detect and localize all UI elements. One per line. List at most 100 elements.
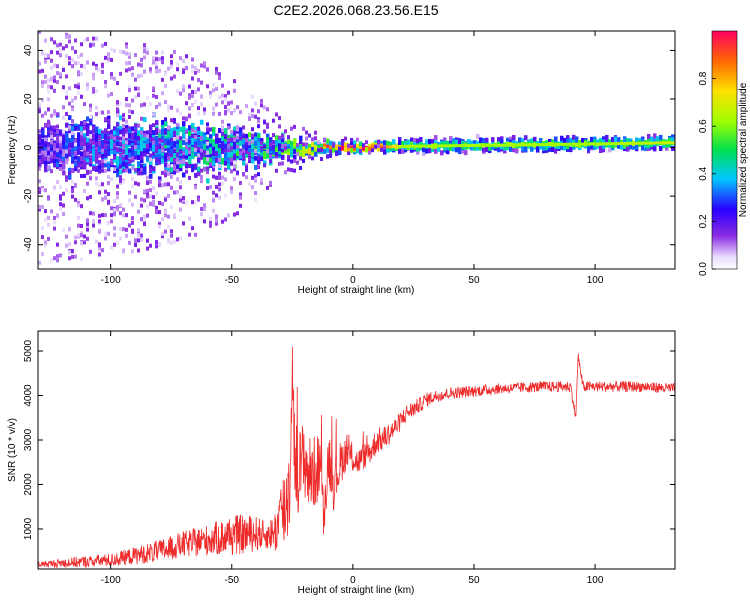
spectrogram-cell [155, 205, 158, 210]
spectrogram-cell [101, 148, 104, 153]
spectrogram-cell [140, 63, 143, 68]
spectrogram-cell [164, 166, 168, 172]
spectrogram-cell [593, 144, 597, 150]
spectrogram-cell [272, 149, 276, 155]
spectrogram-cell [152, 86, 155, 91]
spectrogram-cell [146, 156, 150, 162]
spectrogram-cell [278, 135, 281, 140]
spectrogram-cell [212, 174, 215, 179]
spectrogram-cell [86, 123, 90, 129]
spectrogram-cell [305, 130, 308, 135]
spectrogram-cell [194, 89, 197, 94]
spectrogram-cell [308, 154, 311, 159]
spectrogram-cell [164, 143, 168, 149]
spectrogram-cell [329, 140, 333, 146]
spectrogram-cell [86, 157, 90, 163]
spectrogram-cell [80, 42, 83, 47]
spectrogram-cell [209, 185, 212, 190]
spectrogram-cell [326, 138, 330, 144]
spectrogram-cell [128, 223, 131, 228]
spectrogram-cell [197, 87, 200, 92]
spectrogram-cell [299, 144, 303, 150]
spectrogram-cell [365, 140, 368, 145]
spectrogram-cell [50, 258, 53, 263]
spectrogram-cell [593, 136, 597, 142]
spectrogram-cell [260, 145, 263, 150]
spectrogram-cell [104, 236, 107, 241]
spectrogram-cell [101, 142, 105, 148]
spectrogram-cell [56, 258, 59, 263]
spectrogram-cell [329, 153, 332, 158]
spectrogram-cell [239, 110, 242, 115]
spectrogram-cell [182, 133, 186, 139]
spectrogram-cell [131, 132, 135, 138]
spectrogram-cell [191, 94, 194, 99]
spectrogram-cell [221, 148, 225, 154]
spectrogram-cell [161, 217, 164, 222]
spectrogram-cell [173, 158, 176, 163]
spectrogram-cell [137, 238, 140, 243]
spectrogram-cell [263, 129, 266, 134]
spectrogram-cell [188, 113, 191, 118]
spectrogram-cell [362, 143, 365, 148]
spectrogram-cell [233, 177, 236, 182]
spectrogram-cell [71, 168, 75, 174]
spectrogram-cell [77, 233, 80, 238]
spectrogram-cell [665, 141, 669, 145]
spectrogram-cell [260, 180, 263, 185]
spectrogram-cell [188, 106, 191, 111]
spectrogram-cell [44, 122, 48, 128]
spectrogram-cell [314, 136, 317, 141]
spectrogram-cell [605, 142, 609, 146]
spectrogram-cell [113, 130, 117, 136]
spectrogram-cell [116, 204, 119, 209]
spectrogram-cell [392, 145, 396, 149]
spectrogram-cell [149, 173, 153, 179]
spectrogram-cell [128, 198, 131, 203]
spectrogram-cell [620, 143, 624, 149]
spectrogram-cell [44, 188, 47, 193]
spectrogram-cell [152, 148, 156, 154]
spectrogram-cell [188, 164, 191, 169]
spectrogram-cell [242, 139, 246, 145]
spectrogram-cell [71, 46, 74, 51]
spectrogram-cell [158, 176, 162, 182]
spectrogram-cell [176, 190, 179, 195]
spectrogram-cell [98, 145, 102, 151]
spectrogram-cell [293, 148, 297, 154]
spectrogram-cell [449, 144, 453, 148]
spectrogram-cell [164, 117, 167, 122]
spectrogram-cell [140, 145, 144, 151]
spectrogram-cell [470, 140, 474, 146]
spectrogram-cell [71, 137, 75, 143]
spectrogram-cell [578, 142, 582, 146]
spectrogram-cell [224, 167, 227, 172]
spectrogram-cell [125, 233, 128, 238]
spectrogram-cell [230, 161, 233, 166]
spectrogram-cell [407, 151, 411, 157]
spectrogram-cell [206, 137, 210, 143]
spectrogram-cell [623, 142, 627, 146]
spectrogram-cell [101, 110, 104, 115]
spectrogram-cell [143, 55, 146, 60]
spectrogram-cell [50, 151, 53, 156]
spectrogram-cell [110, 149, 114, 155]
spectrogram-cell [563, 137, 567, 143]
spectrogram-cell [92, 219, 95, 224]
spectrogram-cell [386, 147, 390, 153]
spectrogram-cell [83, 133, 87, 139]
spectrogram-cell [116, 81, 119, 86]
spectrogram-cell [158, 129, 161, 134]
spectrogram-cell [89, 194, 92, 199]
spectrogram-cell [62, 212, 65, 217]
spectrogram-cell [536, 143, 540, 147]
spectrogram-cell [104, 231, 107, 236]
spectrogram-cell [236, 151, 240, 157]
spectrogram-cell [95, 88, 98, 93]
spectrogram-cell [302, 158, 305, 163]
spectrogram-cell [602, 142, 606, 146]
spectrogram-cell [80, 143, 84, 149]
spectrogram-cell [176, 169, 179, 174]
spectrogram-cell [116, 191, 119, 196]
